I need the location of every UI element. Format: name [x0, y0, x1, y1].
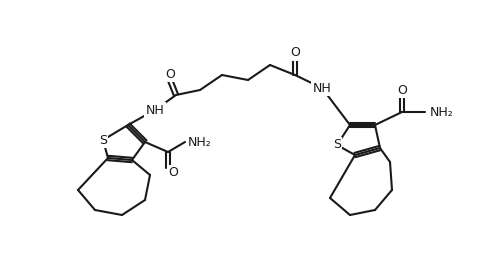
- Text: NH: NH: [146, 104, 164, 116]
- Text: NH₂: NH₂: [188, 135, 212, 149]
- Text: O: O: [165, 68, 175, 80]
- Text: NH: NH: [313, 81, 331, 94]
- Text: O: O: [168, 167, 178, 180]
- Text: NH₂: NH₂: [430, 105, 454, 118]
- Text: O: O: [397, 84, 407, 97]
- Text: S: S: [333, 139, 341, 151]
- Text: S: S: [99, 133, 107, 146]
- Text: O: O: [290, 46, 300, 60]
